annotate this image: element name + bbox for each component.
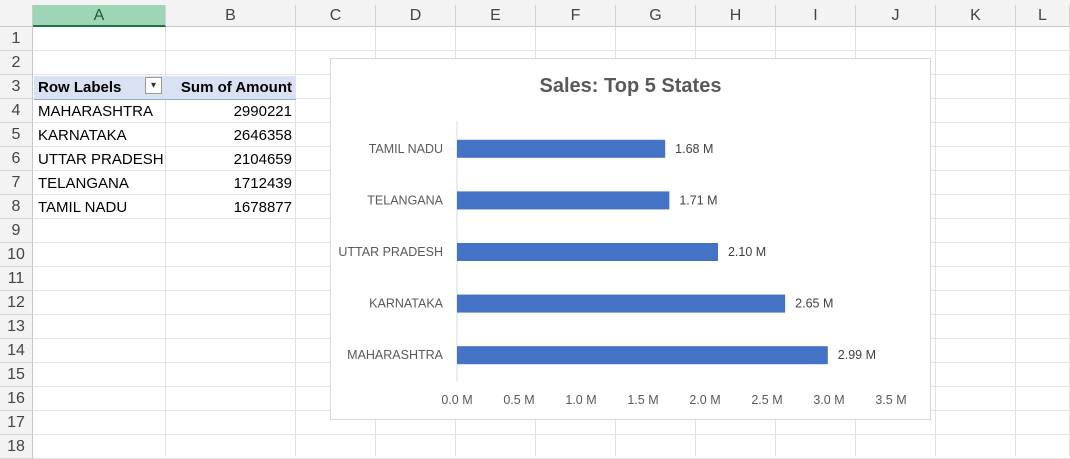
- data-label: 1.68 M: [675, 142, 713, 156]
- x-tick-label: 2.5 M: [751, 393, 782, 407]
- bar-karnataka[interactable]: [457, 294, 786, 313]
- column-header-h[interactable]: H: [696, 5, 776, 27]
- toolbar-strip: [0, 0, 1070, 5]
- gridline: [165, 27, 166, 456]
- pivot-row-amount[interactable]: 1678877: [233, 199, 292, 216]
- gridline: [295, 27, 296, 456]
- pivot-header-sum-amount[interactable]: Sum of Amount: [166, 76, 296, 100]
- row-header-1[interactable]: 1: [0, 27, 33, 51]
- pivot-header-row-labels[interactable]: Row Labels: [34, 76, 166, 100]
- column-header-e[interactable]: E: [456, 5, 536, 27]
- pivot-row-label[interactable]: UTTAR PRADESH: [38, 151, 164, 168]
- column-header-j[interactable]: J: [856, 5, 936, 27]
- x-tick-label: 2.0 M: [689, 393, 720, 407]
- chart-title: Sales: Top 5 States: [539, 75, 722, 97]
- x-tick-label: 1.5 M: [627, 393, 658, 407]
- column-header-a[interactable]: A: [33, 5, 166, 27]
- category-label: KARNATAKA: [369, 297, 444, 311]
- row-labels-text: Row Labels: [38, 79, 122, 96]
- column-header-d[interactable]: D: [376, 5, 456, 27]
- column-header-b[interactable]: B: [166, 5, 296, 27]
- x-tick-label: 0.0 M: [441, 393, 472, 407]
- row-header-17[interactable]: 17: [0, 411, 33, 435]
- data-label: 2.99 M: [838, 348, 876, 362]
- column-header-k[interactable]: K: [936, 5, 1016, 27]
- pivot-row-amount[interactable]: 2646358: [233, 127, 292, 144]
- bar-tamil-nadu[interactable]: [457, 139, 666, 158]
- gridline: [33, 50, 1070, 51]
- category-label: TAMIL NADU: [369, 142, 443, 156]
- row-header-9[interactable]: 9: [0, 219, 33, 243]
- column-header-l[interactable]: L: [1016, 5, 1070, 27]
- filter-dropdown-icon[interactable]: ▾: [145, 77, 162, 94]
- gridline: [1015, 27, 1016, 456]
- row-header-10[interactable]: 10: [0, 243, 33, 267]
- chart-plot: MAHARASHTRA 2.99 M KARNATAKA 2.65 M UTTAR PR…: [338, 121, 907, 407]
- pivot-row-amount[interactable]: 2990221: [233, 103, 292, 120]
- pivot-row-label[interactable]: MAHARASHTRA: [38, 103, 154, 120]
- column-header-c[interactable]: C: [296, 5, 376, 27]
- category-label: MAHARASHTRA: [347, 348, 444, 362]
- row-header-14[interactable]: 14: [0, 339, 33, 363]
- column-header-i[interactable]: I: [776, 5, 856, 27]
- row-header-6[interactable]: 6: [0, 147, 33, 171]
- data-label: 2.10 M: [728, 245, 766, 259]
- row-header-16[interactable]: 16: [0, 387, 33, 411]
- x-tick-label: 0.5 M: [503, 393, 534, 407]
- row-header-8[interactable]: 8: [0, 195, 33, 219]
- row-header-3[interactable]: 3: [0, 75, 33, 99]
- row-header-13[interactable]: 13: [0, 315, 33, 339]
- category-label: UTTAR PRADESH: [338, 245, 443, 259]
- row-header-18[interactable]: 18: [0, 435, 33, 459]
- x-tick-label: 3.0 M: [813, 393, 844, 407]
- bar-chart[interactable]: Sales: Top 5 States MAHARASHTRA 2.99 M KAR…: [330, 58, 931, 420]
- row-header-2[interactable]: 2: [0, 51, 33, 75]
- data-label: 1.71 M: [679, 193, 717, 207]
- pivot-row-amount[interactable]: 1712439: [233, 175, 292, 192]
- gridline: [935, 27, 936, 456]
- bar-telangana[interactable]: [457, 191, 670, 210]
- row-header-7[interactable]: 7: [0, 171, 33, 195]
- x-tick-label: 3.5 M: [875, 393, 906, 407]
- category-label: TELANGANA: [367, 193, 443, 207]
- bar-maharashtra[interactable]: [457, 346, 828, 365]
- bar-uttar-pradesh[interactable]: [457, 243, 718, 261]
- row-header-12[interactable]: 12: [0, 291, 33, 315]
- column-header-f[interactable]: F: [536, 5, 616, 27]
- row-header-5[interactable]: 5: [0, 123, 33, 147]
- row-header-11[interactable]: 11: [0, 267, 33, 291]
- pivot-row-amount[interactable]: 2104659: [233, 151, 292, 168]
- data-label: 2.65 M: [795, 297, 833, 311]
- row-header-15[interactable]: 15: [0, 363, 33, 387]
- sum-of-amount-text: Sum of Amount: [180, 79, 292, 96]
- pivot-row-label[interactable]: KARNATAKA: [38, 127, 127, 144]
- gridline: [33, 434, 1070, 435]
- column-header-g[interactable]: G: [616, 5, 696, 27]
- x-tick-label: 1.0 M: [565, 393, 596, 407]
- select-all-corner[interactable]: [0, 5, 33, 27]
- pivot-row-label[interactable]: TAMIL NADU: [38, 199, 128, 216]
- pivot-row-label[interactable]: TELANGANA: [38, 175, 129, 192]
- row-header-4[interactable]: 4: [0, 99, 33, 123]
